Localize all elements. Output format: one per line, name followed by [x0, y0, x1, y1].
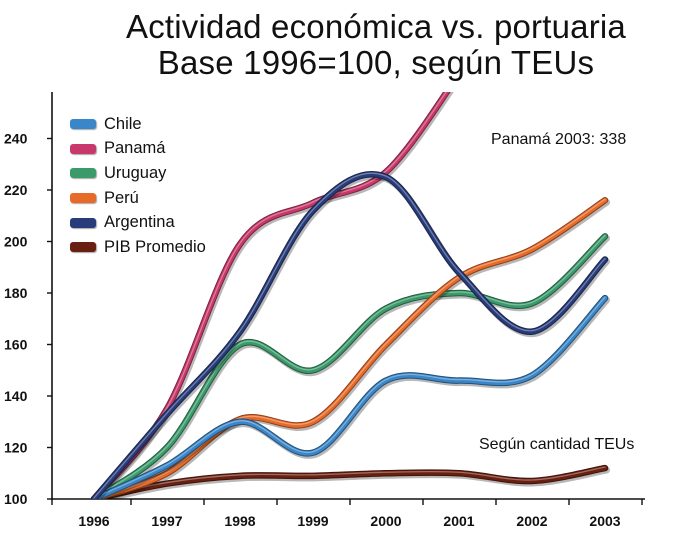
legend-swatch-chile [70, 119, 96, 130]
x-tick-label: 1998 [224, 513, 255, 529]
chart-subtitle: Base 1996=100, según TEUs [157, 44, 595, 81]
series-line-pib-promedio [91, 465, 608, 499]
legend-label-pib-promedio: PIB Promedio [104, 237, 206, 256]
series-peru [90, 197, 610, 499]
x-tick-label: 2000 [370, 513, 401, 529]
x-tick-label: 2001 [443, 513, 474, 529]
legend-item-uruguay: Uruguay [70, 161, 206, 186]
chart-title: Actividad económica vs. portuaria [125, 8, 626, 45]
legend-item-panama: Panamá [70, 137, 206, 162]
series-highlight [93, 172, 606, 499]
series-pib-promedio [90, 464, 610, 499]
series-uruguay [90, 233, 610, 499]
y-tick-label: 200 [4, 234, 28, 250]
annotation-teus: Según cantidad TEUs [479, 436, 635, 453]
legend-label-peru: Perú [104, 188, 139, 207]
legend-label-argentina: Argentina [104, 213, 175, 232]
series-highlight [93, 296, 606, 499]
legend-swatch-pib-promedio [70, 242, 96, 253]
legend-label-uruguay: Uruguay [104, 163, 167, 182]
series-line-uruguay [91, 234, 608, 499]
y-tick-label: 220 [4, 182, 28, 198]
series-highlight [93, 466, 606, 499]
chart-legend: Chile Panamá Uruguay Perú Argentina PIB … [70, 112, 206, 260]
y-tick-label: 120 [4, 440, 28, 456]
x-tick-label: 1997 [151, 513, 182, 529]
legend-swatch-argentina [70, 217, 96, 228]
legend-item-pib-promedio: PIB Promedio [70, 235, 206, 260]
legend-swatch-peru [70, 193, 96, 204]
legend-swatch-panama [70, 143, 96, 154]
annotation-panama-2003: Panamá 2003: 338 [491, 131, 627, 148]
legend-item-peru: Perú [70, 186, 206, 211]
y-tick-label: 240 [4, 131, 28, 147]
legend-swatch-uruguay [70, 168, 96, 179]
series-argentina [90, 170, 610, 499]
x-tick-label: 2003 [589, 513, 620, 529]
series-highlight [93, 198, 606, 499]
legend-label-panama: Panamá [104, 139, 166, 158]
series-line-chile [91, 295, 608, 499]
x-tick-label: 1999 [297, 513, 328, 529]
legend-item-chile: Chile [70, 112, 206, 137]
y-tick-label: 140 [4, 388, 28, 404]
series-line-peru [91, 198, 608, 499]
y-tick-label: 180 [4, 285, 28, 301]
series-highlight [93, 234, 606, 499]
series-line-edge [90, 233, 609, 499]
legend-label-chile: Chile [104, 114, 142, 133]
x-tick-label: 2002 [516, 513, 547, 529]
x-tick-label: 1996 [78, 513, 109, 529]
y-tick-label: 100 [4, 491, 28, 507]
legend-item-argentina: Argentina [70, 210, 206, 235]
series-line-argentina [91, 171, 608, 499]
series-chile [90, 294, 610, 499]
y-tick-label: 160 [4, 337, 28, 353]
